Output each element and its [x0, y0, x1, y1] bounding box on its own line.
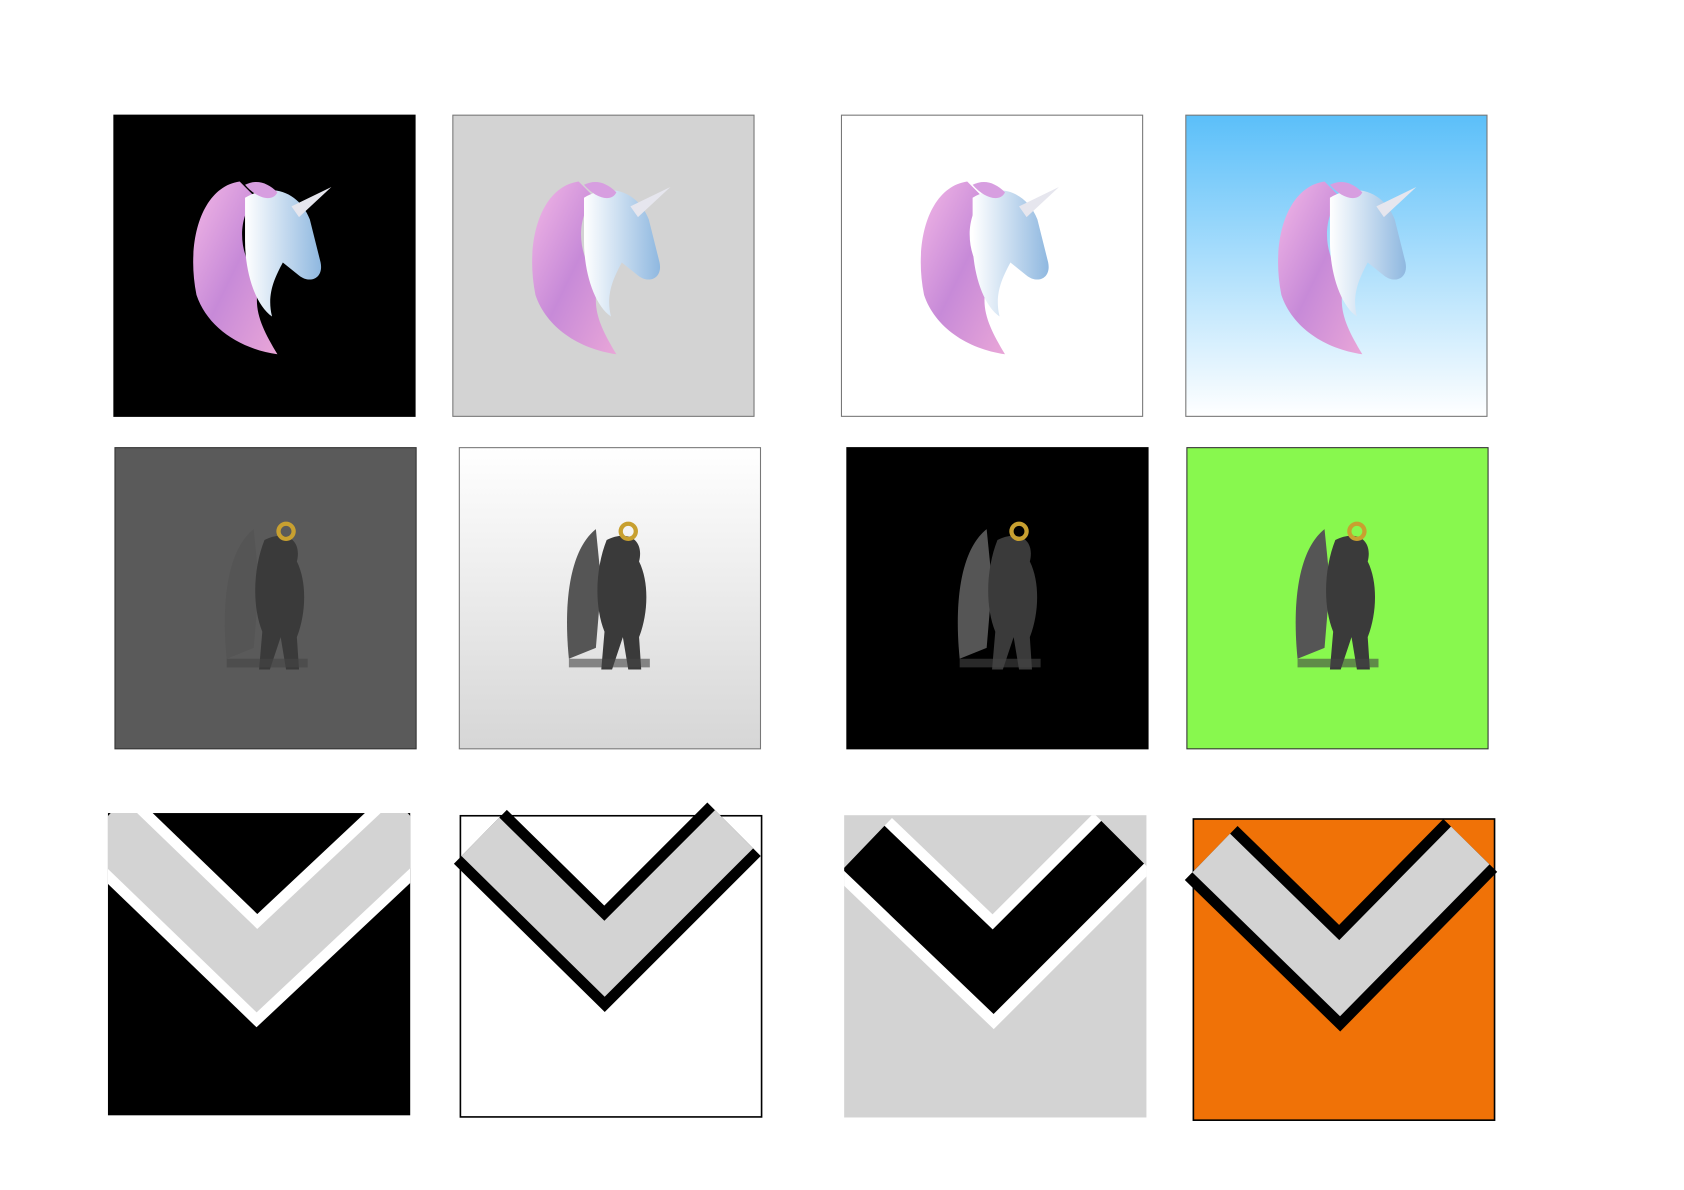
chevron-fill [844, 820, 1145, 1015]
chevron-fill [1192, 826, 1490, 1017]
chevron [453, 802, 761, 1012]
chevron [107, 813, 411, 1028]
chevron-fill [107, 813, 411, 1013]
chevron [844, 815, 1147, 1030]
chevron [1184, 818, 1498, 1032]
chevron-fill [461, 810, 754, 997]
